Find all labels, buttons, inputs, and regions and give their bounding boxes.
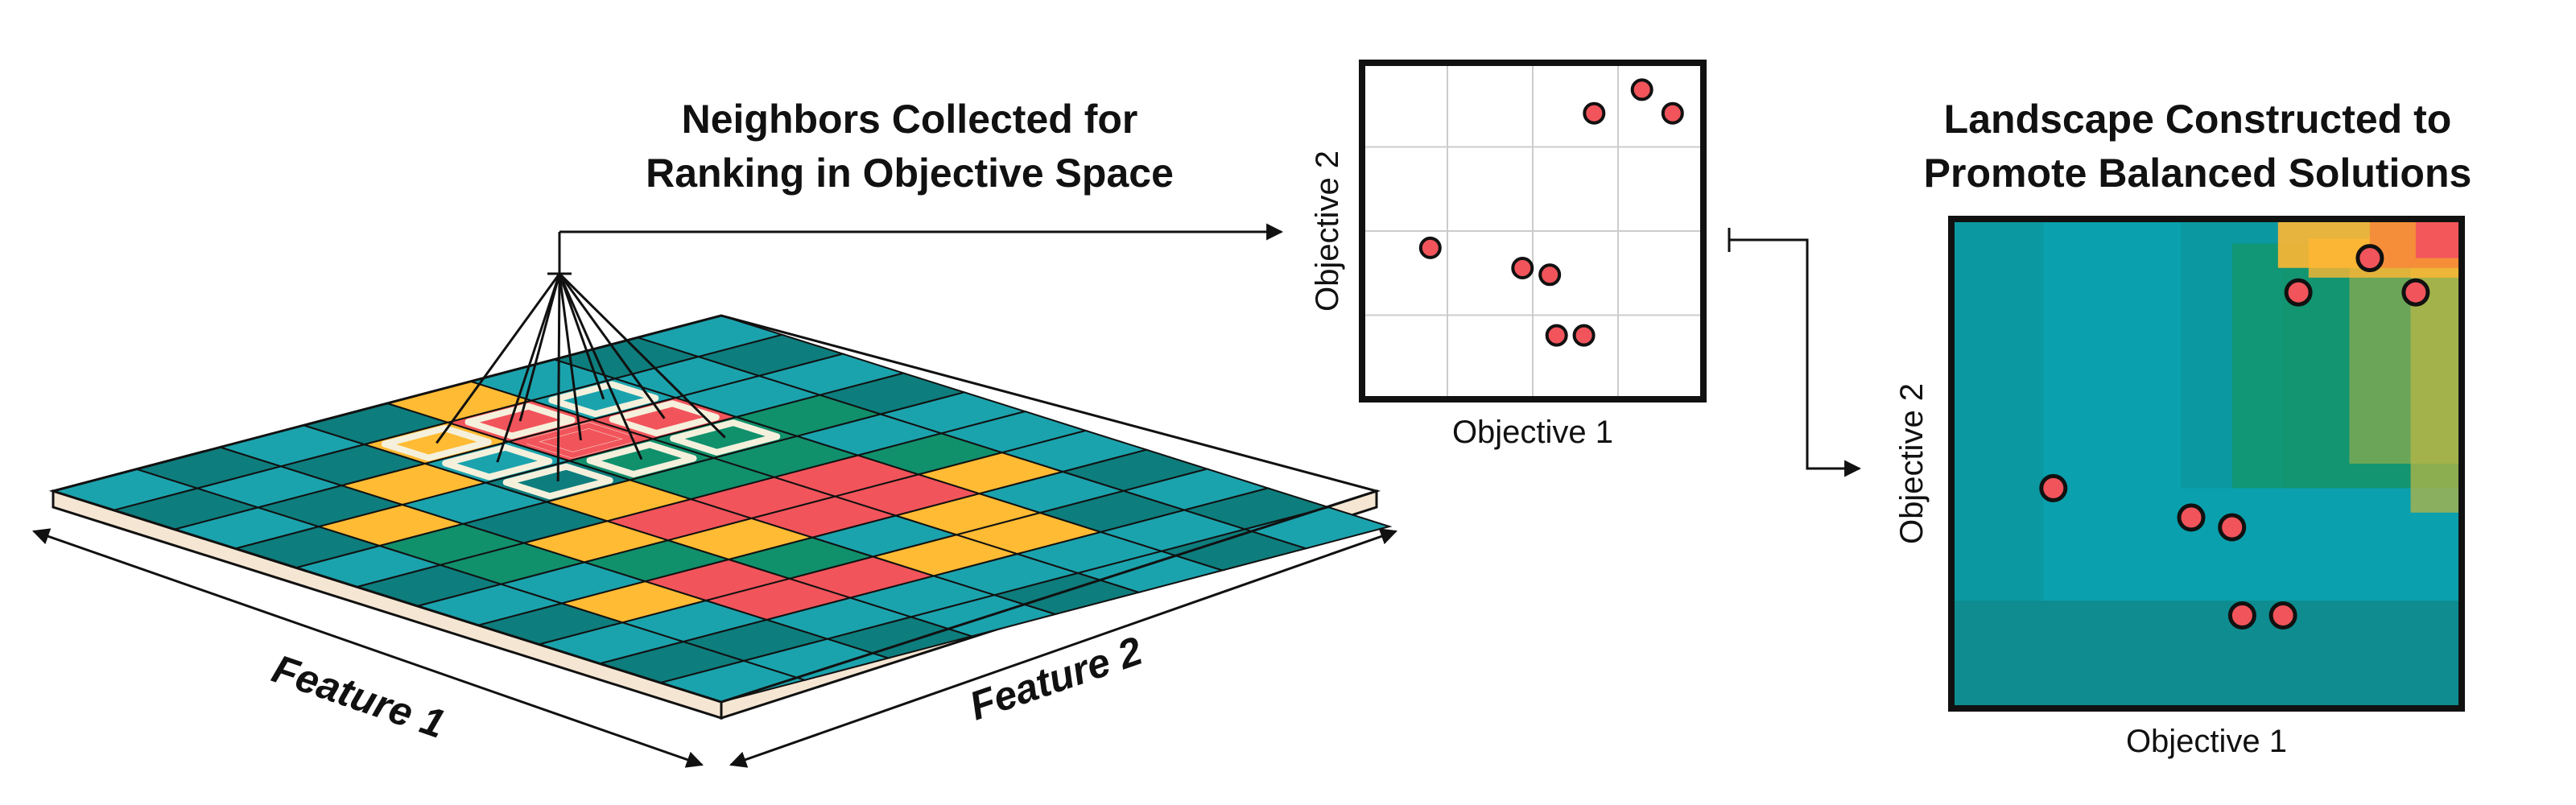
- neighbor-cell-outline: [609, 400, 720, 437]
- objective-space-scatter: Objective 1 Objective 2: [1310, 60, 1707, 450]
- heatmap-region: [1951, 219, 2044, 601]
- feature1-axis-arrow: [32, 528, 704, 768]
- landscape-xlabel: Objective 1: [2126, 724, 2287, 759]
- scatter-point: [1538, 263, 1562, 287]
- landscape-point: [2227, 601, 2256, 630]
- heatmap-region: [2415, 219, 2462, 258]
- feature2-label: Feature 2: [964, 628, 1148, 729]
- collector-line: [558, 273, 582, 441]
- landscape-points: [2039, 244, 2430, 630]
- collector-line: [496, 273, 561, 463]
- feature1-label: Feature 1: [266, 646, 450, 746]
- collector-line: [558, 273, 643, 460]
- collector-line: [556, 273, 561, 482]
- scatter-point: [1583, 101, 1606, 125]
- heatmap-region: [2410, 267, 2462, 513]
- landscape-point: [2401, 278, 2430, 307]
- scatter-xlabel: Objective 1: [1452, 415, 1613, 450]
- landscape-plot: Objective 1 Objective 2: [1894, 216, 2465, 759]
- collector-line: [558, 272, 726, 439]
- neighbor-cell-outline: [381, 425, 492, 461]
- feature2-axis-arrow: [729, 528, 1397, 768]
- scatter-ylabel: Objective 2: [1310, 151, 1345, 312]
- collector-line: [558, 273, 605, 400]
- landscape-title-line1: Landscape Constructed to: [1944, 97, 2452, 142]
- scatter-point: [1545, 324, 1568, 347]
- neighbor-cell-outline: [548, 381, 659, 418]
- landscape-point: [2218, 513, 2247, 542]
- scatter-grid: [1362, 63, 1703, 399]
- landscape-point: [2355, 244, 2384, 273]
- neighbor-collection-lines: [436, 272, 726, 482]
- neighbor-cell-outline: [464, 402, 576, 440]
- landscape-frame: [1948, 216, 2465, 712]
- scatter-point: [1661, 101, 1684, 125]
- landscape-point: [2284, 278, 2313, 307]
- scatter-point: [1418, 236, 1442, 259]
- landscape-heatmap: [1951, 219, 2462, 708]
- neighbors-title-line2: Ranking in Objective Space: [646, 151, 1174, 196]
- scatter-frame: [1359, 60, 1707, 402]
- landscape-ylabel: Objective 2: [1894, 383, 1930, 544]
- neighbors-title-line1: Neighbors Collected for: [682, 97, 1138, 142]
- landscape-title-line2: Promote Balanced Solutions: [1924, 151, 2472, 196]
- arrow-to-landscape: [1729, 238, 1862, 477]
- scatter-point: [1630, 78, 1653, 101]
- scatter-point: [1511, 257, 1534, 279]
- neighbor-cell-outline: [586, 441, 697, 478]
- landscape-point: [2039, 473, 2068, 502]
- feature-board: [48, 314, 1393, 720]
- heatmap-region: [1951, 601, 2462, 708]
- landscape-point: [2177, 503, 2206, 532]
- landscape-point: [2268, 601, 2297, 630]
- collector-line: [558, 273, 666, 419]
- collector-line: [518, 273, 561, 422]
- neighbor-cell-outline: [670, 419, 781, 456]
- collector-line: [436, 273, 561, 444]
- neighbor-cell-outline: [442, 444, 553, 481]
- neighbor-cell-outline: [502, 463, 613, 500]
- scatter-points: [1418, 78, 1684, 347]
- scatter-point: [1572, 324, 1596, 347]
- board-cells: [50, 314, 1393, 704]
